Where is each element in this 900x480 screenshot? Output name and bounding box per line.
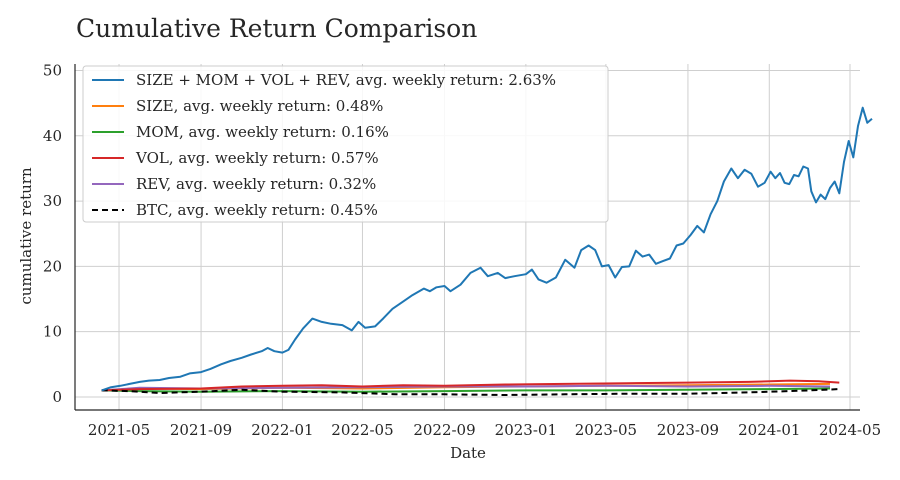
series-lines: [101, 106, 873, 396]
x-tick-label: 2022-09: [413, 421, 475, 439]
x-axis-label: Date: [450, 444, 486, 462]
legend-box: [82, 65, 609, 223]
chart-title: Cumulative Return Comparison: [76, 14, 477, 43]
x-tick-label: 2023-09: [657, 421, 719, 439]
y-tick-label: 30: [43, 192, 62, 210]
y-tick-label: 20: [43, 257, 62, 275]
legend: SIZE + MOM + VOL + REV, avg. weekly retu…: [82, 65, 609, 223]
x-tick-label: 2023-01: [495, 421, 557, 439]
x-tick-label: 2023-05: [575, 421, 637, 439]
series-line: [101, 379, 840, 392]
axes-spines: [74, 64, 860, 411]
series-line: [101, 387, 831, 393]
x-tick-label: 2021-09: [170, 421, 232, 439]
x-tick-labels: 2021-05 2021-09 2022-01 2022-05 2022-09 2023-…: [88, 421, 881, 439]
x-tick-label: 2021-05: [88, 421, 150, 439]
y-tick-label: 0: [52, 388, 62, 406]
y-tick-label: 40: [43, 127, 62, 145]
series-line: [101, 106, 873, 392]
x-tick-label: 2022-01: [251, 421, 313, 439]
legend-entry: BTC, avg. weekly return: 0.45%: [136, 201, 378, 219]
legend-entry: SIZE + MOM + VOL + REV, avg. weekly retu…: [136, 71, 556, 89]
x-tick-label: 2024-05: [819, 421, 881, 439]
legend-entry: MOM, avg. weekly return: 0.16%: [136, 123, 389, 141]
x-tick-label: 2024-01: [738, 421, 800, 439]
legend-entry: SIZE, avg. weekly return: 0.48%: [136, 97, 383, 115]
legend-entry: REV, avg. weekly return: 0.32%: [136, 175, 376, 193]
y-tick-labels: 0 10 20 30 40 50: [43, 62, 62, 406]
legend-entry: VOL, avg. weekly return: 0.57%: [135, 149, 379, 167]
y-tick-label: 10: [43, 323, 62, 341]
x-tick-label: 2022-05: [331, 421, 393, 439]
y-axis-label: cumulative return: [17, 167, 35, 305]
y-tick-label: 50: [43, 62, 62, 80]
